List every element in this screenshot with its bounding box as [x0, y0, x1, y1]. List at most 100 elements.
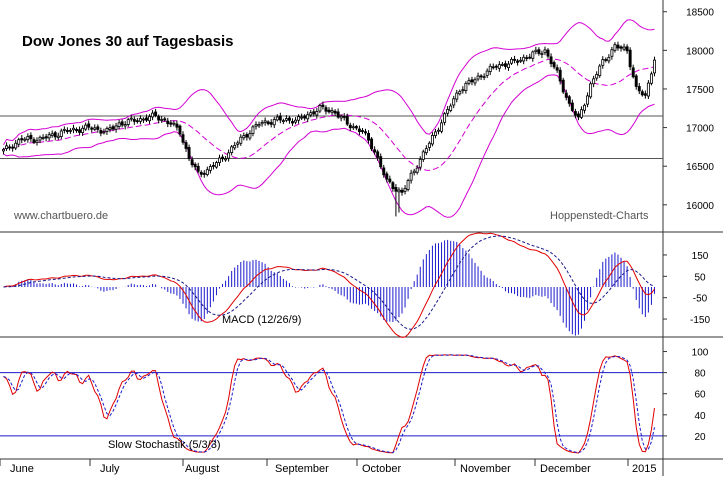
candle-body [628, 49, 632, 68]
candle-body [230, 146, 234, 153]
watermark-right: Hoppenstedt-Charts [550, 210, 649, 222]
xtick-label-0: June [10, 463, 34, 475]
candle-body [446, 109, 450, 114]
candle-body [172, 122, 176, 125]
candle-body [145, 117, 148, 121]
candle-body [637, 86, 641, 92]
candle-body [424, 148, 428, 154]
candle-body [589, 83, 593, 98]
candle-body [287, 117, 291, 121]
stochastic-ytick-label-4: 20 [694, 432, 706, 443]
stochastic-ytick-label-3: 40 [694, 411, 706, 422]
xtick-label-5: November [460, 463, 511, 475]
stochastic-k-line [3, 354, 655, 454]
bollinger-upper-line [3, 19, 655, 145]
candle-body [114, 125, 118, 130]
candle-body [135, 120, 139, 123]
candle-body [443, 113, 447, 123]
candle-body [595, 74, 599, 79]
price-ytick-label-5: 18500 [686, 8, 714, 19]
moving-average-line [3, 58, 655, 171]
candle-body [138, 118, 142, 122]
candle-body [90, 127, 94, 130]
candle-body [5, 145, 9, 149]
candle-body [646, 82, 650, 97]
candle-body [20, 138, 24, 141]
candle-body [601, 59, 605, 66]
candle-body [348, 124, 352, 129]
candle-body [412, 170, 416, 174]
candle-body [555, 67, 559, 71]
macd-ytick-label-0: 150 [692, 251, 709, 262]
candle-body [360, 130, 364, 132]
price-ytick-label-3: 17500 [686, 85, 714, 96]
macd-ytick-label-1: 50 [694, 272, 706, 283]
candle-body [56, 135, 60, 138]
candle-body [278, 115, 282, 121]
candle-body [233, 144, 237, 149]
xtick-label-2: August [185, 463, 219, 475]
candle-body [373, 149, 377, 153]
price-panel: 16000 16500 17000 17500 18000 18500 [0, 8, 714, 218]
candle-body [211, 164, 215, 167]
candle-body [370, 138, 374, 150]
candle-body [482, 76, 486, 79]
candle-body [473, 79, 477, 84]
candle-body [205, 169, 209, 175]
candle-body [72, 127, 75, 131]
candle-body [622, 46, 626, 50]
candle-body [528, 56, 532, 59]
candle-body [570, 102, 574, 111]
candle-body [583, 104, 586, 111]
candle-body [269, 122, 273, 125]
candle-body [458, 91, 462, 95]
candle-body [202, 172, 206, 175]
candle-body [625, 46, 629, 52]
candle-body [44, 136, 48, 139]
candle-body [300, 116, 304, 119]
candle-body [224, 158, 228, 161]
candle-body [221, 156, 224, 160]
candle-body [561, 79, 565, 93]
candle-body [245, 134, 249, 138]
candle-body [163, 118, 167, 121]
candle-body [400, 189, 404, 193]
candle-body [461, 89, 465, 92]
candle-body [75, 128, 78, 132]
candle-body [503, 63, 507, 67]
candle-body [78, 129, 82, 133]
candle-body [254, 124, 258, 127]
candle-body [500, 63, 504, 66]
candle-body [494, 65, 498, 68]
candle-body [239, 136, 243, 144]
candle-body [391, 182, 395, 189]
candle-body [464, 82, 468, 91]
candle-body [102, 131, 106, 134]
stochastic-ytick-label-0: 100 [692, 348, 709, 359]
candle-body [324, 107, 328, 112]
candle-body [409, 172, 413, 181]
candle-body [105, 128, 109, 132]
candle-body [227, 152, 231, 159]
candle-body [284, 118, 288, 121]
candle-body [68, 129, 72, 132]
candle-body [17, 139, 21, 145]
candle-body [342, 115, 346, 118]
macd-label: MACD (12/26/9) [222, 314, 301, 326]
candle-body [388, 178, 392, 183]
candle-body [434, 131, 437, 136]
candle-body [120, 121, 124, 126]
candle-body [367, 133, 371, 141]
candle-body [309, 112, 313, 116]
candle-body [87, 123, 91, 128]
candle-body [41, 137, 45, 139]
candle-body [430, 135, 434, 145]
candle-body [184, 142, 188, 149]
candle-body [93, 127, 97, 130]
stochastic-d-line [3, 354, 655, 454]
candle-body [32, 139, 36, 143]
stochastic-panel: 100 80 60 40 20 [0, 348, 709, 454]
xtick-label-4: October [362, 463, 401, 475]
candle-body [333, 110, 337, 114]
price-ytick-label-2: 17000 [686, 124, 714, 135]
